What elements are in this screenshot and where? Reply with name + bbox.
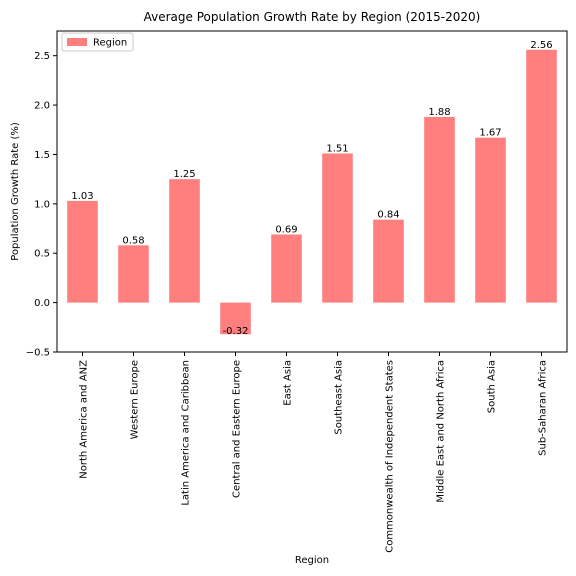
data-label: 1.25 <box>173 169 195 180</box>
x-axis: North America and ANZ Western Europe Latin… <box>79 352 549 553</box>
x-tick-label: Commonwealth of Independent States <box>385 360 396 553</box>
x-tick-label: Southeast Asia <box>334 360 345 435</box>
bar <box>220 302 251 335</box>
plot-frame <box>56 30 568 353</box>
x-tick-label: North America and ANZ <box>79 360 90 479</box>
bar <box>67 200 98 303</box>
bar <box>118 245 149 303</box>
bar <box>475 137 506 303</box>
bar <box>526 49 557 303</box>
x-tick-label: South Asia <box>487 360 498 413</box>
legend-label: Region <box>93 38 127 49</box>
data-label: 1.88 <box>428 107 450 118</box>
data-label: -0.32 <box>223 326 249 337</box>
data-labels: 1.03 0.58 1.25 -0.32 0.69 1.51 0.84 1.88 1.67 2.5… <box>71 40 552 337</box>
bar <box>424 116 455 303</box>
y-tick-label: 2.5 <box>34 51 50 62</box>
x-tick-label: Western Europe <box>130 360 141 439</box>
y-tick-label: 1.0 <box>34 199 50 210</box>
plot-area: 1.03 0.58 1.25 -0.32 0.69 1.51 0.84 1.88 1.67 2.5… <box>26 30 568 553</box>
bar <box>322 153 353 303</box>
bar <box>169 179 200 303</box>
x-axis-label: Region <box>295 555 329 566</box>
data-label: 1.51 <box>326 143 348 154</box>
data-label: 0.69 <box>275 224 297 235</box>
x-tick-label: East Asia <box>283 360 294 406</box>
legend: Region <box>61 32 134 52</box>
y-tick-label: 2.0 <box>34 101 50 112</box>
x-tick-label: Latin America and Caribbean <box>181 360 192 506</box>
x-tick-label: Sub-Saharan Africa <box>538 360 549 456</box>
y-axis-label: Population Growth Rate (%) <box>10 122 21 261</box>
legend-box <box>61 32 134 52</box>
y-tick-label: 0.0 <box>34 298 50 309</box>
chart-title: Average Population Growth Rate by Region… <box>144 10 481 24</box>
bars <box>67 49 557 335</box>
data-label: 1.67 <box>479 128 501 139</box>
x-tick-label: Middle East and North Africa <box>436 360 447 503</box>
y-tick-label: 1.5 <box>34 150 50 161</box>
y-tick-label: −0.5 <box>26 348 50 359</box>
data-label: 1.03 <box>71 191 93 202</box>
data-label: 2.56 <box>530 40 552 51</box>
data-label: 0.84 <box>377 210 399 221</box>
y-tick-label: 0.5 <box>34 249 50 260</box>
data-label: 0.58 <box>122 235 144 246</box>
bar <box>373 219 404 303</box>
legend-swatch <box>67 38 87 46</box>
bar <box>271 234 302 303</box>
y-axis: −0.5 0.0 0.5 1.0 1.5 2.0 2.5 <box>26 51 57 359</box>
x-tick-label: Central and Eastern Europe <box>232 360 243 498</box>
